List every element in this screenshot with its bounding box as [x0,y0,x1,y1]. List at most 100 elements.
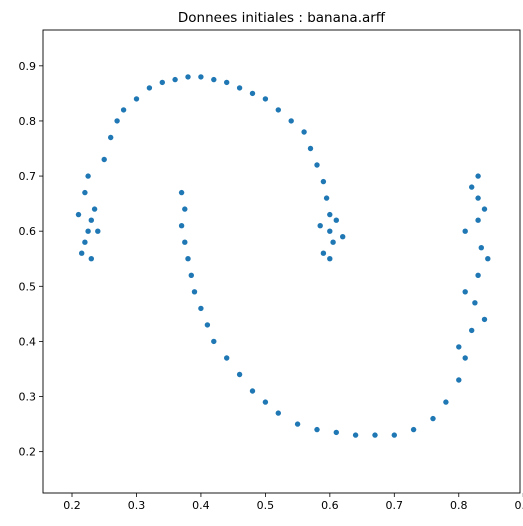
y-tick-label: 0.7 [19,170,37,183]
data-point [317,223,323,229]
y-tick-label: 0.4 [19,335,37,348]
data-point [108,134,114,141]
data-point [101,156,107,163]
data-point [236,371,243,378]
data-point [262,399,269,405]
data-point [275,410,281,416]
data-point [95,228,101,234]
x-tick-label: 0.6 [321,499,339,512]
data-point [333,429,339,436]
y-axis: 0.2 0.3 0.4 0.5 0.6 0.7 0.8 0.9 [19,60,43,459]
data-point [288,118,294,124]
data-point [372,432,378,438]
y-tick-label: 0.5 [19,280,37,293]
data-point [469,184,475,190]
data-point [82,189,88,196]
data-point [211,76,217,83]
data-point [236,85,243,91]
data-point [249,388,256,394]
data-point [82,239,88,245]
y-tick-label: 0.9 [19,60,37,73]
data-point [307,145,314,152]
data-point [249,90,256,97]
data-point [475,195,481,201]
data-point [456,344,462,350]
data-point [469,327,475,334]
data-point [133,96,140,102]
data-point [185,256,191,262]
data-point [481,206,488,212]
data-point [172,76,178,83]
data-point [430,415,436,422]
data-point [410,426,417,433]
data-point [314,162,320,168]
data-point [462,228,468,234]
y-tick-label: 0.3 [19,391,37,404]
y-tick-label: 0.8 [19,115,37,128]
data-point [481,316,488,323]
data-point [182,206,188,212]
data-point [91,206,98,212]
data-point [327,211,333,218]
data-point [211,338,217,345]
data-point [75,211,82,218]
data-point [88,217,95,223]
data-point [120,107,127,113]
data-point [114,118,120,124]
data-point [178,189,185,196]
data-point [462,355,468,361]
data-point [198,305,204,312]
data-point [320,178,327,185]
data-point [456,377,462,383]
data-point [198,74,204,80]
data-point [146,85,153,91]
data-point [79,250,85,256]
data-point [191,289,198,295]
data-points [75,74,491,438]
data-point [178,223,185,229]
x-tick-label: 0.3 [128,499,146,512]
data-point [224,355,230,361]
data-point [314,426,320,433]
data-point [294,421,301,427]
data-point [485,256,491,262]
data-point [204,322,211,328]
data-point [327,228,333,234]
data-point [327,256,333,262]
x-tick-label: 0.4 [192,499,210,512]
x-tick-label: 0.8 [450,499,468,512]
x-tick-label: 0.7 [386,499,404,512]
data-point [333,217,339,223]
data-point [352,432,359,438]
data-point [182,239,188,245]
data-point [475,217,481,223]
data-point [330,239,336,245]
x-tick-label: 0.5 [257,499,275,512]
x-tick-label: 0.9 [514,499,523,512]
data-point [262,96,269,102]
data-point [323,195,330,201]
data-point [301,129,307,135]
data-point [475,272,481,278]
y-tick-label: 0.2 [19,446,37,459]
data-point [320,250,327,256]
plot-frame [42,29,521,494]
data-point [185,74,191,80]
data-point [472,300,478,306]
data-point [159,79,165,86]
data-point [275,107,281,113]
data-point [475,173,481,179]
data-point [462,289,468,295]
data-point [443,399,449,405]
data-point [391,432,397,438]
data-point [88,256,95,262]
x-tick-label: 0.2 [63,499,81,512]
data-point [340,234,346,240]
data-point [224,79,230,86]
data-point [85,228,91,234]
data-point [85,173,91,179]
chart-title: Donnees initiales : banana.arff [178,10,386,26]
data-point [188,272,194,278]
data-point [478,245,484,251]
